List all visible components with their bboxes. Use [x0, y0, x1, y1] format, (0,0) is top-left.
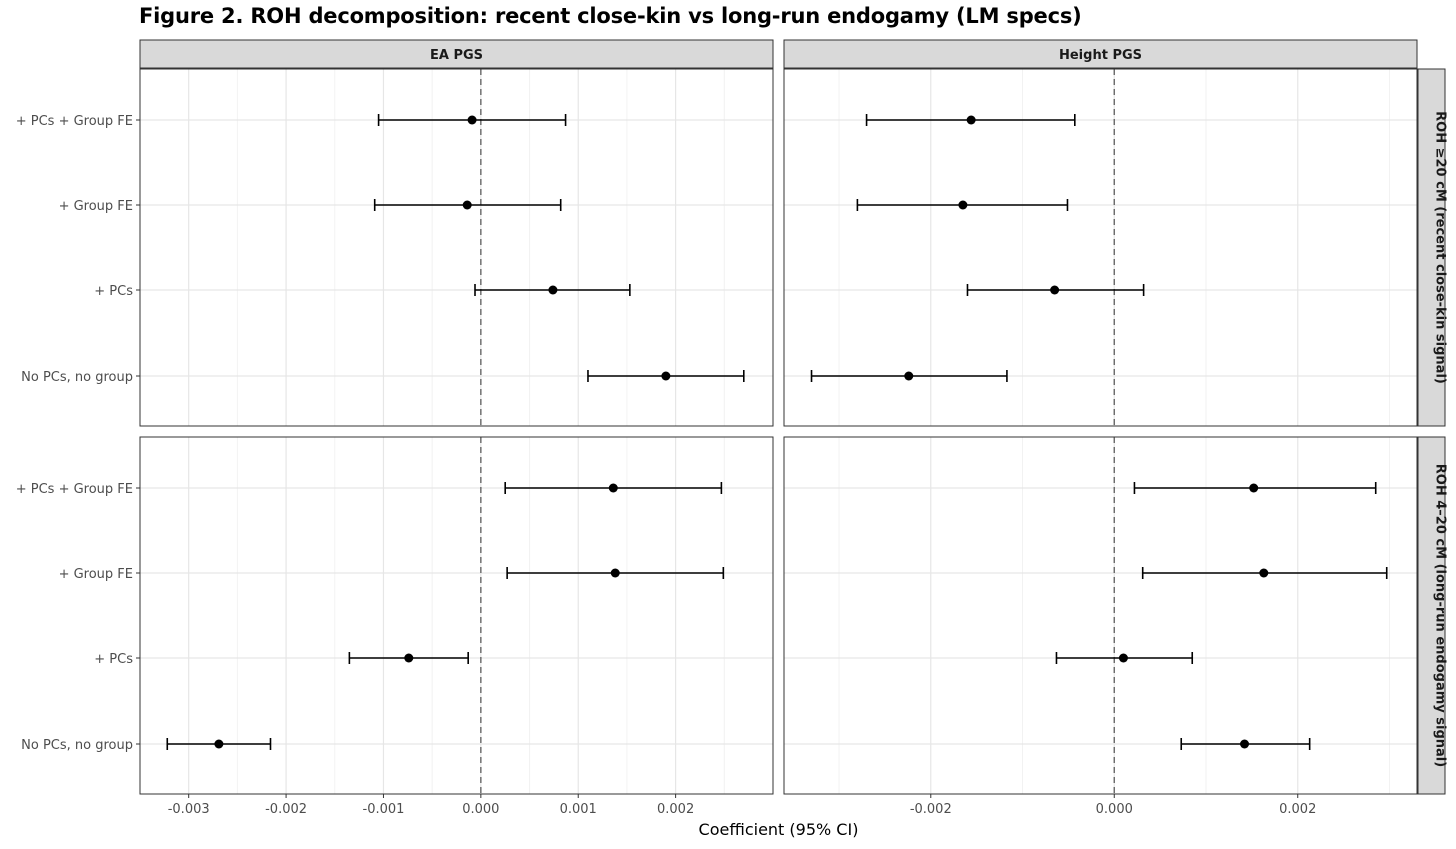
estimate-point [958, 200, 968, 210]
facet-strip-row [1417, 68, 1446, 427]
panel-border [139, 436, 774, 795]
panel-border [783, 68, 1418, 427]
facet-label-row: ROH ≥20 cM (recent close-kin signal) [1433, 111, 1448, 384]
x-tick-label: -0.002 [910, 802, 952, 817]
chart-title: Figure 2. ROH decomposition: recent clos… [139, 4, 1082, 28]
y-tick-label: No PCs, no group [21, 370, 133, 385]
facet-label-column: EA PGS [430, 48, 483, 63]
facet-strip-row [1417, 436, 1446, 795]
facet-strip-column [783, 39, 1418, 69]
x-tick-label: 0.001 [560, 802, 597, 817]
estimate-point [1249, 483, 1259, 493]
panel-border [139, 68, 774, 427]
estimate-point [904, 371, 914, 381]
estimate-point [404, 653, 414, 663]
y-tick-label: + PCs + Group FE [16, 482, 133, 497]
y-tick-label: + PCs [94, 284, 133, 299]
x-tick-label: 0.000 [462, 802, 499, 817]
estimate-point [1118, 653, 1128, 663]
x-tick-label: -0.002 [265, 802, 307, 817]
x-tick-label: 0.002 [657, 802, 694, 817]
estimate-point [610, 568, 620, 578]
estimate-point [214, 739, 224, 749]
estimate-point [966, 115, 976, 125]
estimate-point [1240, 739, 1250, 749]
facet-label-row: ROH 4–20 cM (long-run endogamy signal) [1433, 464, 1448, 767]
facet-label-column: Height PGS [1059, 48, 1142, 63]
facet-strip-column [139, 39, 774, 69]
x-tick-label: 0.002 [1279, 802, 1316, 817]
estimate-point [467, 115, 477, 125]
estimate-point [1050, 285, 1060, 295]
x-tick-label: -0.003 [168, 802, 210, 817]
panel-border [783, 436, 1418, 795]
x-tick-label: -0.001 [363, 802, 405, 817]
estimate-point [548, 285, 558, 295]
y-tick-label: + Group FE [59, 567, 133, 582]
y-tick-label: + PCs + Group FE [16, 114, 133, 129]
y-tick-label: + PCs [94, 652, 133, 667]
estimate-point [1259, 568, 1269, 578]
y-tick-label: + Group FE [59, 199, 133, 214]
estimate-point [462, 200, 472, 210]
x-axis-title: Coefficient (95% CI) [699, 820, 859, 839]
y-tick-label: No PCs, no group [21, 738, 133, 753]
estimate-point [661, 371, 671, 381]
x-tick-label: 0.000 [1096, 802, 1133, 817]
estimate-point [608, 483, 618, 493]
